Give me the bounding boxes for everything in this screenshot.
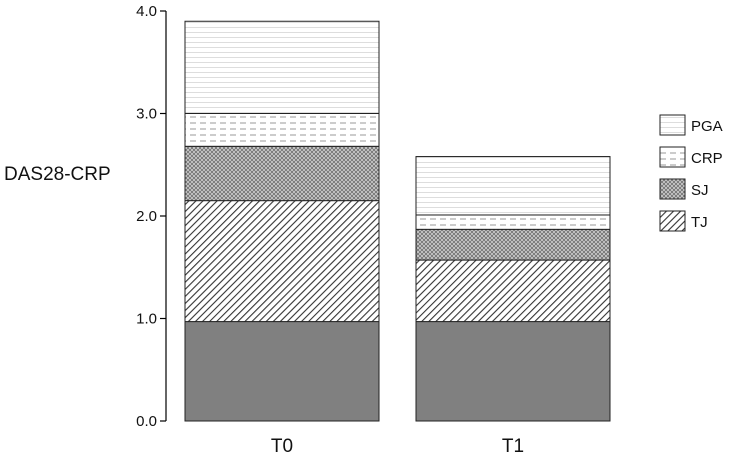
legend-label-crp: CRP — [691, 150, 723, 167]
legend-swatch-tj — [659, 210, 686, 232]
bar-t0-crp — [184, 113, 380, 147]
legend: PGA CRP SJ TJ — [659, 114, 723, 232]
y-axis-ticks: 0.0 1.0 2.0 3.0 4.0 — [136, 3, 166, 430]
bar-t0-pga — [184, 20, 380, 114]
bar-t0-sj — [184, 145, 380, 202]
y-tick-label: 2.0 — [136, 208, 157, 225]
legend-label-pga: PGA — [691, 118, 723, 135]
y-tick-label: 1.0 — [136, 311, 157, 328]
bars — [184, 20, 611, 422]
y-axis-label: DAS28-CRP — [4, 164, 111, 185]
category-label-t1: T1 — [502, 436, 524, 457]
bar-t1-crp — [415, 214, 611, 230]
legend-label-sj: SJ — [691, 182, 709, 199]
bar-t1-base — [415, 321, 611, 422]
legend-swatch-sj — [659, 178, 686, 200]
bar-t0-tj — [184, 200, 380, 323]
bar-t0-base — [184, 321, 380, 422]
y-tick-label: 3.0 — [136, 106, 157, 123]
legend-swatch-crp — [659, 146, 686, 168]
legend-label-tj: TJ — [691, 214, 708, 231]
bar-t1-sj — [415, 228, 611, 261]
y-tick-label: 4.0 — [136, 3, 157, 20]
legend-swatch-pga — [659, 114, 686, 136]
y-tick-label: 0.0 — [136, 413, 157, 430]
bar-t1-pga — [415, 156, 611, 216]
category-labels: T0 T1 — [271, 436, 524, 457]
bar-t1-tj — [415, 259, 611, 323]
category-label-t0: T0 — [271, 436, 293, 457]
